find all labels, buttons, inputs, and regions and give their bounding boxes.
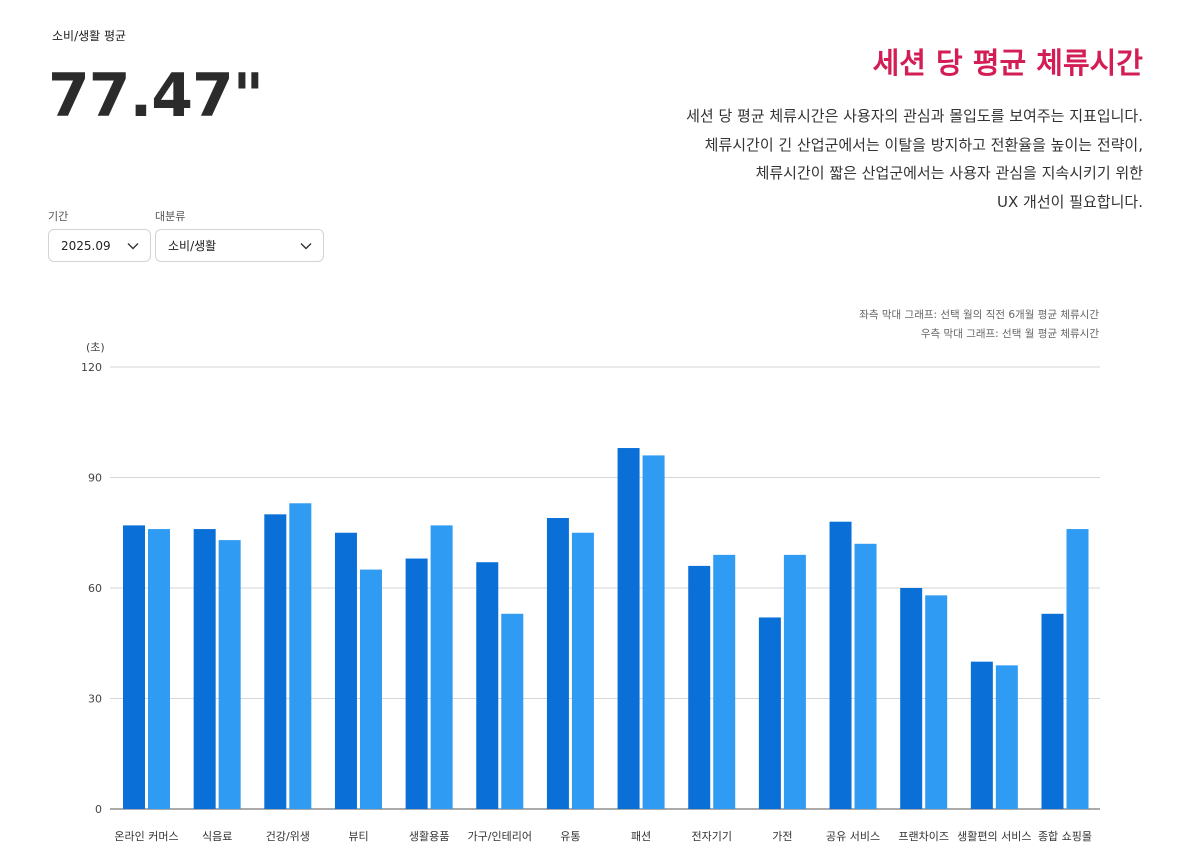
x-tick-label: 유통 [560,830,580,843]
bar-selected-month [148,529,170,809]
bar-prev-6m-avg [123,525,145,809]
description-line: 체류시간이 긴 산업군에서는 이탈을 방지하고 전환율을 높이는 전략이, [704,135,1143,154]
bar-prev-6m-avg [829,521,852,809]
bar-selected-month [430,525,453,809]
bar-prev-6m-avg [688,565,711,809]
category-select-value: 소비/생활 [168,239,217,253]
bar-selected-month [1066,529,1089,809]
period-select-value: 2025.09 [61,238,111,253]
description-line: 체류시간이 짧은 산업군에서는 사용자 관심을 지속시키기 위한 [755,164,1143,182]
bar-selected-month [642,455,665,809]
metric-value: 77.47" [48,61,264,131]
category-select[interactable]: 소비/생활 [155,229,324,262]
bar-selected-month [713,554,736,809]
bar-prev-6m-avg [334,532,357,809]
bar-prev-6m-avg [264,514,287,809]
x-tick-label: 전자기기 [691,830,731,843]
y-tick-label: 0 [95,803,102,816]
x-tick-label: 가구/인테리어 [468,830,532,843]
bar-selected-month [571,532,594,809]
bar-prev-6m-avg [546,518,569,809]
bar-selected-month [218,540,241,809]
bar-prev-6m-avg [617,448,640,809]
bar-selected-month [783,554,806,809]
x-tick-label: 종합 쇼핑몰 [1038,830,1092,843]
category-filter: 대분류 소비/생활 [155,208,324,262]
bar-selected-month [501,613,524,809]
x-tick-label: 패션 [631,830,651,843]
x-tick-label: 건강/위생 [266,830,310,843]
bar-selected-month [925,595,948,809]
bar-prev-6m-avg [900,588,923,809]
y-tick-label: 30 [88,693,102,706]
category-filter-label: 대분류 [155,210,186,223]
bar-prev-6m-avg [193,529,216,809]
description-line: UX 개선이 필요합니다. [997,192,1143,211]
bar-selected-month [359,569,382,809]
y-axis-label: (초) [86,341,105,354]
period-select[interactable]: 2025.09 [48,229,151,262]
period-filter: 기간 2025.09 [48,208,151,262]
x-tick-label: 생활편의 서비스 [957,829,1031,843]
chevron-down-icon [127,242,139,249]
y-tick-label: 90 [88,472,102,485]
period-filter-label: 기간 [48,210,69,223]
metric-label: 소비/생활 평균 [52,29,127,43]
page-title: 세션 당 평균 체류시간 [872,46,1143,80]
bar-prev-6m-avg [476,562,499,809]
bar-prev-6m-avg [1041,613,1064,809]
bar-selected-month [289,503,312,809]
x-tick-label: 온라인 커머스 [114,830,178,843]
x-tick-label: 공유 서비스 [826,830,880,843]
x-tick-label: 가전 [772,830,792,843]
x-tick-label: 생활용품 [409,829,449,843]
x-tick-label: 식음료 [202,830,232,843]
legend-note-right: 우측 막대 그래프: 선택 월 평균 체류시간 [920,328,1099,340]
bar-selected-month [995,665,1018,809]
bar-prev-6m-avg [758,617,781,809]
chevron-down-icon [300,242,312,249]
legend-note: 좌측 막대 그래프: 선택 월의 직전 6개월 평균 체류시간 우측 막대 그래… [859,306,1099,344]
bar-prev-6m-avg [405,558,428,809]
x-tick-label: 프랜차이즈 [898,830,949,843]
y-tick-label: 120 [81,361,102,374]
bar-prev-6m-avg [970,661,993,809]
description: 세션 당 평균 체류시간은 사용자의 관심과 몰입도를 보여주는 지표입니다. … [443,102,1143,216]
bar-selected-month [854,543,877,809]
description-line: 세션 당 평균 체류시간은 사용자의 관심과 몰입도를 보여주는 지표입니다. [686,107,1143,125]
x-tick-label: 뷰티 [348,830,368,843]
legend-note-left: 좌측 막대 그래프: 선택 월의 직전 6개월 평균 체류시간 [859,309,1099,321]
y-tick-label: 60 [88,582,102,595]
